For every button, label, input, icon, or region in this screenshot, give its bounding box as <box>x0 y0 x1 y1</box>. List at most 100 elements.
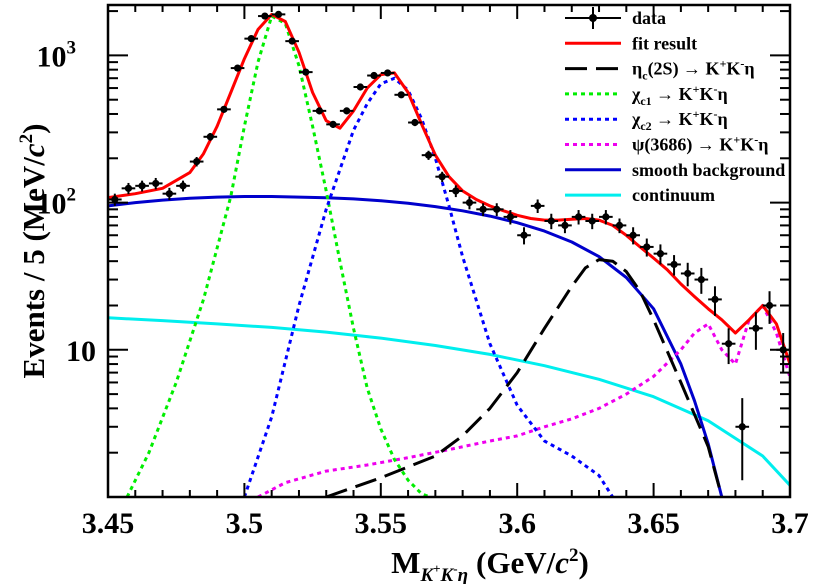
data-point-marker <box>315 107 324 115</box>
data-point-marker <box>752 324 760 332</box>
series-psi <box>257 304 790 497</box>
data-point <box>203 133 218 141</box>
data-point <box>298 68 313 76</box>
data-point-marker <box>602 213 610 221</box>
data-point-marker <box>493 205 501 213</box>
series-layer <box>108 12 790 497</box>
x-tick-label: 3.45 <box>82 507 135 540</box>
data-point-marker <box>152 179 160 188</box>
data-point-marker <box>465 199 474 207</box>
data-point <box>749 312 763 350</box>
data-point-marker <box>574 213 583 221</box>
data-point-marker <box>274 10 283 18</box>
data-point-marker <box>370 71 378 80</box>
data-point <box>735 398 750 481</box>
data-point <box>694 267 709 294</box>
data-point <box>258 12 272 20</box>
data-point <box>599 210 613 225</box>
data-point-marker <box>738 423 746 431</box>
data-point-marker <box>424 151 433 159</box>
data-point-marker <box>479 205 487 213</box>
data-point-marker <box>520 231 528 239</box>
data-point <box>162 187 177 201</box>
data-point-marker <box>124 184 133 192</box>
legend-entry-smooth: smooth background <box>565 160 785 180</box>
series-chic2 <box>242 76 614 497</box>
data-point-marker <box>384 69 392 77</box>
data-point-marker <box>438 173 446 181</box>
data-point-marker <box>547 217 555 225</box>
data-point <box>708 286 722 316</box>
data-point <box>489 203 504 217</box>
data-point-marker <box>111 195 119 204</box>
series-chic1 <box>125 14 431 497</box>
data-point-marker <box>506 213 514 221</box>
data-point-marker <box>356 83 364 91</box>
data-point-marker <box>220 105 228 113</box>
data-point-marker <box>629 231 637 239</box>
data-point <box>135 180 149 192</box>
data-point <box>653 244 668 265</box>
data-point <box>544 213 559 230</box>
legend-entry-fit: fit result <box>565 33 697 53</box>
data-point <box>217 105 231 113</box>
data-point <box>530 199 545 213</box>
data-point-marker <box>397 91 405 99</box>
data-point-marker <box>343 107 351 115</box>
legend-label: smooth background <box>632 160 785 180</box>
series-fit <box>108 12 790 365</box>
legend-label: ψ(3686) → K+K-η <box>632 133 768 156</box>
y-tick-label: 102 <box>37 185 77 221</box>
data-point-marker <box>261 12 269 20</box>
data-point-marker <box>138 182 146 190</box>
data-point <box>121 182 136 195</box>
x-tick-label: 3.65 <box>627 507 680 540</box>
data-point-marker <box>452 187 460 195</box>
data-point <box>176 180 190 192</box>
data-point <box>639 238 654 257</box>
data-point <box>626 227 640 245</box>
legend-label: χc2 → K+K-η <box>631 107 728 133</box>
data-point <box>339 107 354 115</box>
data-point <box>408 118 422 127</box>
data-point <box>367 71 381 80</box>
data-point <box>312 107 327 115</box>
data-point-marker <box>206 133 214 141</box>
data-point <box>517 227 531 245</box>
legend-entry-chic1: χc1 → K+K-η <box>565 82 728 108</box>
x-tick-label: 3.5 <box>226 507 264 540</box>
data-point <box>476 203 490 217</box>
x-tick-label: 3.6 <box>498 507 536 540</box>
data-point <box>571 210 586 225</box>
data-point-marker <box>588 217 596 225</box>
data-point <box>721 328 736 365</box>
legend-entry-psi: ψ(3686) → K+K-η <box>565 133 768 156</box>
legend-entry-chic2: χc2 → K+K-η <box>565 107 728 133</box>
data-point <box>326 120 340 128</box>
data-point-marker <box>288 37 296 45</box>
data-point-marker <box>643 243 651 251</box>
data-point <box>271 10 286 18</box>
data-point-marker <box>165 190 173 198</box>
data-point <box>667 255 681 276</box>
data-point <box>108 193 122 206</box>
legend-entry-cont: continuum <box>565 185 715 205</box>
data-point <box>394 91 409 99</box>
y-tick-label: 103 <box>37 37 77 73</box>
data-point-marker <box>302 68 310 76</box>
data-point-marker <box>233 64 242 72</box>
data-point <box>558 218 572 234</box>
plot-frame <box>106 3 792 499</box>
data-point <box>680 262 695 287</box>
series-smooth <box>108 195 724 497</box>
data-point <box>503 210 518 225</box>
data-point-marker <box>615 221 624 230</box>
legend-label: fit result <box>632 33 697 53</box>
x-axis-title: MK+K-η (GeV/c2) <box>391 545 589 584</box>
data-point <box>230 64 245 72</box>
data-point <box>435 171 449 183</box>
data-point-marker <box>561 221 569 230</box>
data-point <box>762 291 777 324</box>
